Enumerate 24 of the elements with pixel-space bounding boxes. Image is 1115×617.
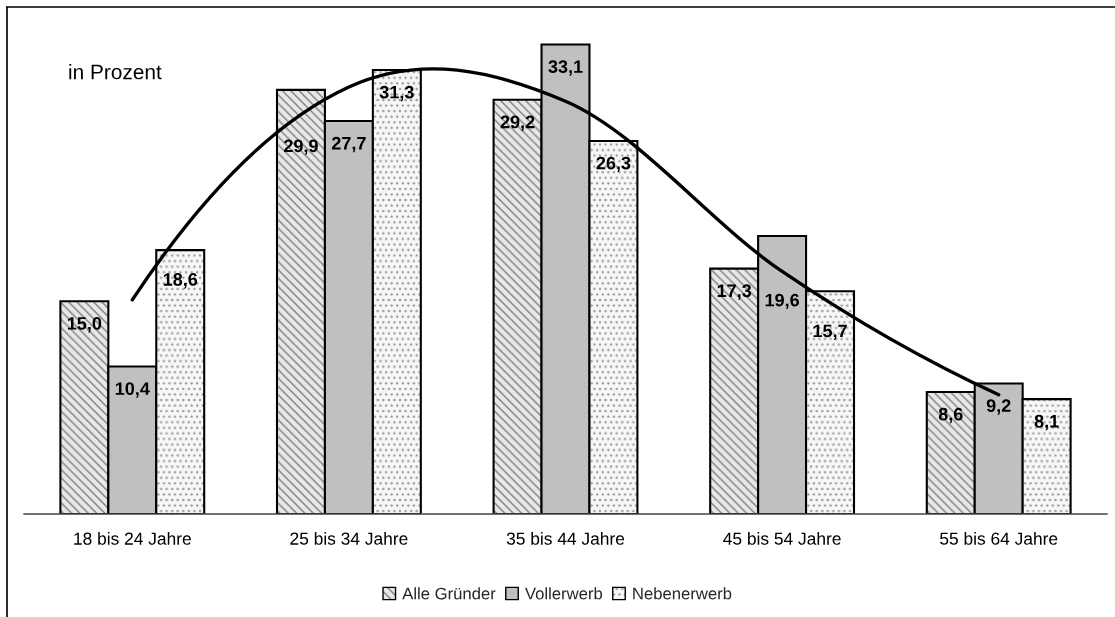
data-label: 31,3 xyxy=(379,85,414,102)
data-label: 8,6 xyxy=(938,407,963,424)
data-label: 10,4 xyxy=(115,382,150,398)
data-label: 33,1 xyxy=(548,60,583,76)
x-tick-label: 18 bis 24 Jahre xyxy=(74,532,191,545)
legend-label: Alle Gründer xyxy=(402,587,496,600)
data-label: 26,3 xyxy=(596,156,631,173)
data-label: 17,3 xyxy=(717,284,752,300)
data-label: 15,7 xyxy=(813,324,847,340)
x-tick-label: 55 bis 64 Jahre xyxy=(940,532,1058,545)
data-label: 29,2 xyxy=(500,115,535,131)
x-tick-label: 25 bis 34 Jahre xyxy=(290,532,408,545)
data-label: 9,2 xyxy=(986,399,1011,415)
data-label: 27,7 xyxy=(331,136,366,153)
annotation: in Prozent xyxy=(69,64,162,80)
x-tick-label: 45 bis 54 Jahre xyxy=(723,532,841,545)
data-label: 18,6 xyxy=(163,273,198,289)
legend-label: Nebenerwerb xyxy=(633,587,732,600)
data-label: 19,6 xyxy=(765,293,800,310)
data-label: 15,0 xyxy=(67,316,102,333)
legend-label: Vollerwerb xyxy=(525,587,603,600)
data-label: 29,9 xyxy=(284,139,318,155)
x-tick-label: 35 bis 44 Jahre xyxy=(506,532,625,545)
data-label: 8,1 xyxy=(1034,414,1059,431)
